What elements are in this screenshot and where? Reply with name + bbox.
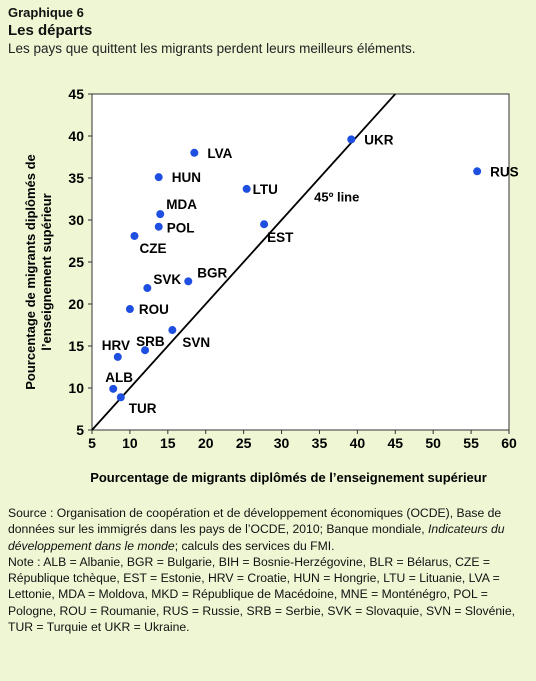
x-tick-label: 35 <box>312 435 328 451</box>
chart-subtitle: Les pays que quittent les migrants perde… <box>8 41 416 56</box>
point-label: SVK <box>153 272 181 287</box>
y-tick-label: 40 <box>68 128 84 144</box>
x-tick-label: 30 <box>274 435 290 451</box>
y-tick-label: 20 <box>68 296 84 312</box>
x-axis-label: Pourcentage de migrants diplômés de l’en… <box>90 470 487 485</box>
data-point <box>143 284 152 293</box>
plot-frame <box>91 93 510 431</box>
data-point <box>347 135 356 144</box>
point-label: BGR <box>197 265 227 280</box>
data-point <box>190 148 199 157</box>
data-point <box>113 352 122 361</box>
point-label: EST <box>267 230 294 245</box>
x-tick-label: 60 <box>501 435 517 451</box>
x-tick-label: 45 <box>387 435 403 451</box>
point-label: LVA <box>207 146 232 161</box>
scatter-chart: 5 10 15 20 25 30 35 40 45 50 55 60 5 10 15 20 25 30 35 40 45… <box>23 86 519 485</box>
x-tick-label: 40 <box>350 435 366 451</box>
data-point <box>156 210 165 219</box>
data-point <box>154 173 163 182</box>
chart-title: Les départs <box>8 22 93 39</box>
data-point <box>184 277 193 286</box>
point-label: HRV <box>102 338 130 353</box>
source-suffix-text: ; calculs des services du FMI. <box>174 538 335 553</box>
x-tick-label: 20 <box>198 435 214 451</box>
data-point <box>260 220 269 229</box>
point-label: TUR <box>129 401 157 416</box>
point-label: ALB <box>105 370 133 385</box>
point-label: RUS <box>490 164 519 179</box>
point-label: MDA <box>166 197 197 212</box>
y-axis-label: Pourcentage de migrants diplômés del’ens… <box>23 154 54 390</box>
y-tick-label: 5 <box>76 422 84 438</box>
x-tick-label: 50 <box>425 435 441 451</box>
chart-header: Graphique 6 Les départs Les pays que qui… <box>8 4 528 58</box>
y-tick-label: 35 <box>68 170 84 186</box>
x-tick-label: 25 <box>236 435 252 451</box>
plot-area: 5 10 15 20 25 30 35 40 45 50 55 60 5 10 15 20 25 30 35 40 45… <box>23 86 519 485</box>
y-tick-label: 10 <box>68 380 84 396</box>
point-label: HUN <box>172 170 201 185</box>
x-tick-label: 10 <box>122 435 138 451</box>
reference-line-label: 45º line <box>314 190 359 205</box>
y-tick-label: 25 <box>68 254 84 270</box>
data-point <box>116 393 125 402</box>
y-tick-label: 15 <box>68 338 84 354</box>
data-point <box>168 326 177 335</box>
abbreviations-note: Note : ALB = Albanie, BGR = Bulgarie, BI… <box>8 554 516 635</box>
data-point <box>109 384 118 393</box>
x-tick-label: 5 <box>88 435 96 451</box>
data-point <box>242 184 251 193</box>
point-label: SVN <box>182 335 210 350</box>
figure-label: Graphique 6 <box>8 5 84 20</box>
data-point <box>130 231 139 240</box>
reference-line-45 <box>91 93 396 431</box>
source-italic-text: Indicateurs du développement dans le mon… <box>8 522 505 553</box>
data-point <box>154 222 163 231</box>
point-label: UKR <box>364 132 393 147</box>
point-label: ROU <box>139 302 169 317</box>
y-tick-label: 30 <box>68 212 84 228</box>
source-text: Source : Organisation de coopération et … <box>8 506 502 537</box>
y-axis-label-line: l’enseignement supérieur <box>39 193 54 351</box>
chart-notes: Source : Organisation de coopération et … <box>8 505 528 635</box>
data-point <box>473 167 482 176</box>
source-note: Source : Organisation de coopération et … <box>8 505 528 554</box>
y-axis-label-line: Pourcentage de migrants diplômés de <box>23 154 38 390</box>
point-label: POL <box>167 221 195 236</box>
point-label: CZE <box>139 241 166 256</box>
y-tick-label: 45 <box>68 86 84 102</box>
data-point <box>125 305 134 314</box>
point-label: SRB <box>136 334 165 349</box>
x-tick-label: 15 <box>160 435 176 451</box>
point-label: LTU <box>253 182 278 197</box>
data-point <box>141 346 150 355</box>
x-tick-label: 55 <box>463 435 479 451</box>
